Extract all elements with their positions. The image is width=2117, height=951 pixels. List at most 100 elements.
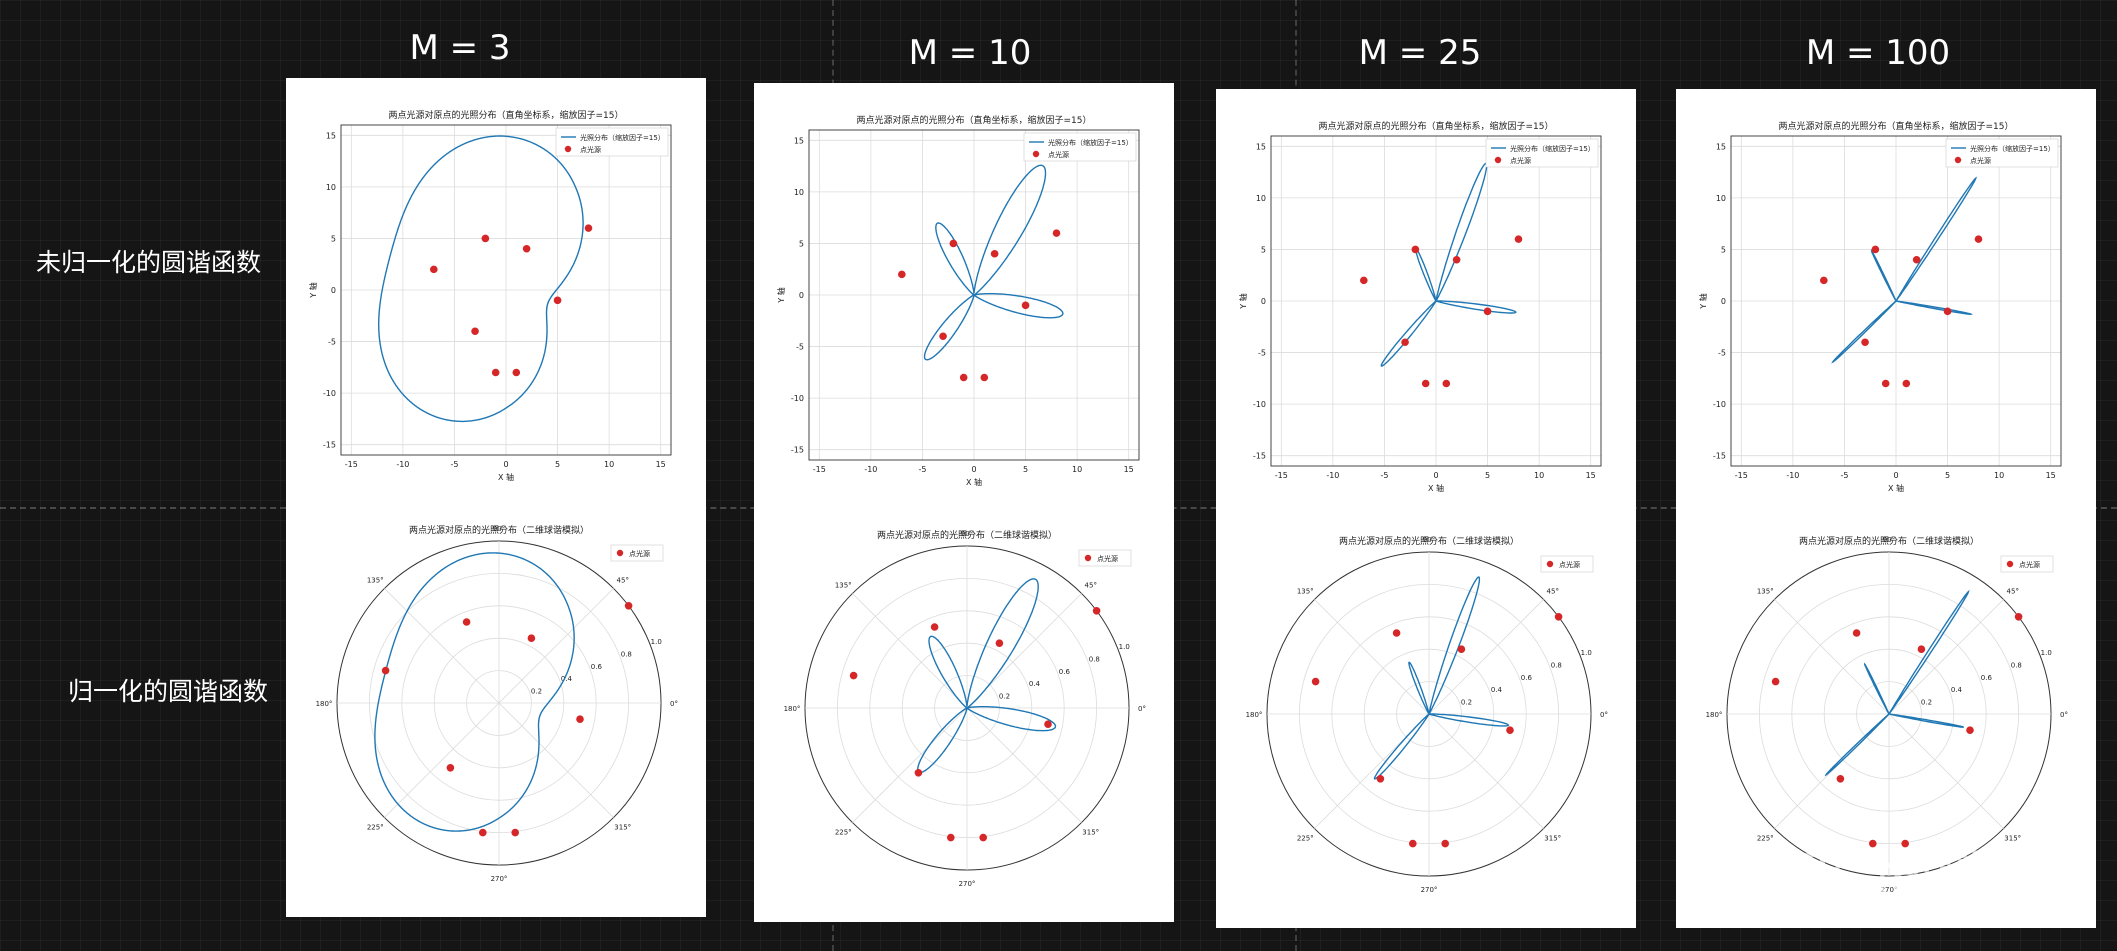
polar-theta-tick-label: 135° <box>835 581 852 589</box>
x-tick-label: -5 <box>450 460 458 469</box>
polar-light-source-point <box>624 602 633 610</box>
distribution-curve <box>378 135 584 423</box>
polar-theta-tick-label: 270° <box>1421 886 1438 894</box>
legend-label-points: 点光源 <box>1970 156 1991 165</box>
y-axis-label: Y 轴 <box>1698 293 1708 309</box>
polar-theta-tick-label: 225° <box>367 824 384 832</box>
polar-spoke <box>384 588 500 704</box>
polar-light-source-point <box>1311 677 1320 686</box>
light-source-point <box>1871 245 1880 254</box>
x-tick-label: 5 <box>1945 471 1950 480</box>
x-tick-label: 0 <box>1893 471 1898 480</box>
polar-legend-box <box>1540 555 1594 573</box>
light-source-point <box>1360 276 1368 285</box>
polar-r-tick-label: 0.2 <box>1921 699 1932 707</box>
polar-spoke <box>1888 713 2004 829</box>
polar-r-tick-label: 0.8 <box>2011 661 2022 669</box>
legend-label-curve: 光照分布（缩放因子=15） <box>1048 138 1133 147</box>
polar-r-tick-label: 1.0 <box>1581 649 1592 657</box>
polar-spoke <box>966 707 1082 823</box>
polar-light-source-point <box>1869 839 1877 848</box>
polar-light-source-point <box>979 833 987 842</box>
panel-m100: 两点光源对原点的光照分布（直角坐标系，缩放因子=15） -15 -10 -5 0 5 10 1… <box>1676 89 2096 928</box>
y-tick-label: -5 <box>1718 349 1726 358</box>
polar-spoke <box>1774 599 1890 715</box>
polar-r-tick-label: 0.2 <box>999 693 1010 701</box>
plot-frame <box>1270 135 1602 467</box>
polar-light-source-point <box>947 833 955 842</box>
plot-frame <box>808 129 1140 461</box>
polar-theta-tick-label: 135° <box>1757 587 1774 595</box>
cartesian-title: 两点光源对原点的光照分布（直角坐标系，缩放因子=15） <box>1779 120 2014 132</box>
y-tick-label: 5 <box>1721 245 1726 254</box>
x-tick-label: 5 <box>1023 465 1028 474</box>
polar-legend-box <box>2000 555 2054 573</box>
x-tick-label: -15 <box>813 465 826 474</box>
polar-theta-tick-label: 315° <box>1544 835 1561 843</box>
polar-legend-box <box>610 544 664 562</box>
polar-light-source-point <box>479 828 487 837</box>
chart-svg-m3: 两点光源对原点的光照分布（直角坐标系，缩放因子=15） -15 -10 -5 0 5 10 1… <box>308 109 678 883</box>
y-tick-label: 15 <box>1256 142 1266 151</box>
polar-title: 两点光源对原点的光照分布（二维球谐模拟） <box>1339 535 1519 547</box>
polar-light-source-point <box>1771 677 1780 686</box>
polar-light-source-point <box>1966 726 1974 734</box>
polar-theta-tick-label: 0° <box>1600 711 1608 719</box>
x-tick-label: 10 <box>1072 465 1082 474</box>
y-axis-label: Y 轴 <box>1238 293 1248 309</box>
polar-light-source-point <box>1506 726 1514 734</box>
polar-theta-tick-label: 315° <box>2004 835 2021 843</box>
light-source-point <box>1861 338 1869 347</box>
polar-spoke <box>498 588 614 704</box>
polar-r-tick-label: 1.0 <box>1119 643 1130 651</box>
light-source-point <box>1943 307 1952 316</box>
chart-svg-m25: 两点光源对原点的光照分布（直角坐标系，缩放因子=15） -15 -10 -5 0 5 10 1… <box>1238 120 1608 894</box>
y-tick-label: -10 <box>323 389 336 398</box>
polar-distribution-curve <box>1824 589 1970 777</box>
y-axis-label: Y 轴 <box>776 287 786 303</box>
polar-theta-tick-label: 315° <box>614 824 631 832</box>
polar-r-tick-label: 0.4 <box>561 675 573 683</box>
x-tick-label: 15 <box>656 460 666 469</box>
polar-theta-tick-label: 0° <box>670 700 678 708</box>
polar-r-tick-label: 0.8 <box>1551 661 1562 669</box>
polar-distribution-curve <box>374 552 575 832</box>
panel-m25: 两点光源对原点的光照分布（直角坐标系，缩放因子=15） -15 -10 -5 0 5 10 1… <box>1216 89 1636 928</box>
y-tick-label: 5 <box>331 234 336 243</box>
polar-r-tick-label: 0.4 <box>1951 686 1963 694</box>
polar-light-source-point <box>1441 839 1449 848</box>
polar-theta-tick-label: 315° <box>1082 829 1099 837</box>
polar-legend-point-swatch <box>1084 554 1092 562</box>
polar-spoke <box>1428 713 1544 829</box>
polar-title: 两点光源对原点的光照分布（二维球谐模拟） <box>409 524 589 536</box>
light-source-point <box>959 373 968 382</box>
x-tick-label: 15 <box>2046 471 2056 480</box>
polar-light-source-point <box>995 639 1004 647</box>
light-source-point <box>1902 379 1911 388</box>
y-tick-label: -15 <box>323 441 336 450</box>
polar-light-source-point <box>2014 613 2023 621</box>
y-tick-label: -15 <box>791 446 804 455</box>
light-source-point <box>1052 229 1061 237</box>
polar-r-tick-label: 1.0 <box>651 638 662 646</box>
x-axis-label: X 轴 <box>966 477 982 487</box>
polar-r-tick-label: 1.0 <box>2041 649 2052 657</box>
column-title-m3: M = 3 <box>409 28 511 68</box>
legend-label-points: 点光源 <box>580 145 601 154</box>
light-source-point <box>898 270 906 279</box>
y-tick-label: 10 <box>794 188 804 197</box>
polar-light-source-point <box>1092 607 1101 615</box>
watermark: 知乎 @毅毅 <box>1730 844 2062 914</box>
y-tick-label: 5 <box>799 239 804 248</box>
light-source-point <box>980 373 989 382</box>
polar-light-source-point <box>1376 775 1385 783</box>
legend-label-curve: 光照分布（缩放因子=15） <box>1970 144 2055 153</box>
polar-legend-point-swatch <box>1546 560 1554 568</box>
polar-theta-tick-label: 0° <box>2060 711 2068 719</box>
x-tick-label: 5 <box>555 460 560 469</box>
x-tick-label: -10 <box>1326 471 1339 480</box>
x-tick-label: -10 <box>1786 471 1799 480</box>
polar-legend-label: 点光源 <box>2019 560 2040 569</box>
polar-r-tick-label: 0.6 <box>1981 674 1993 682</box>
polar-spoke <box>498 702 614 818</box>
